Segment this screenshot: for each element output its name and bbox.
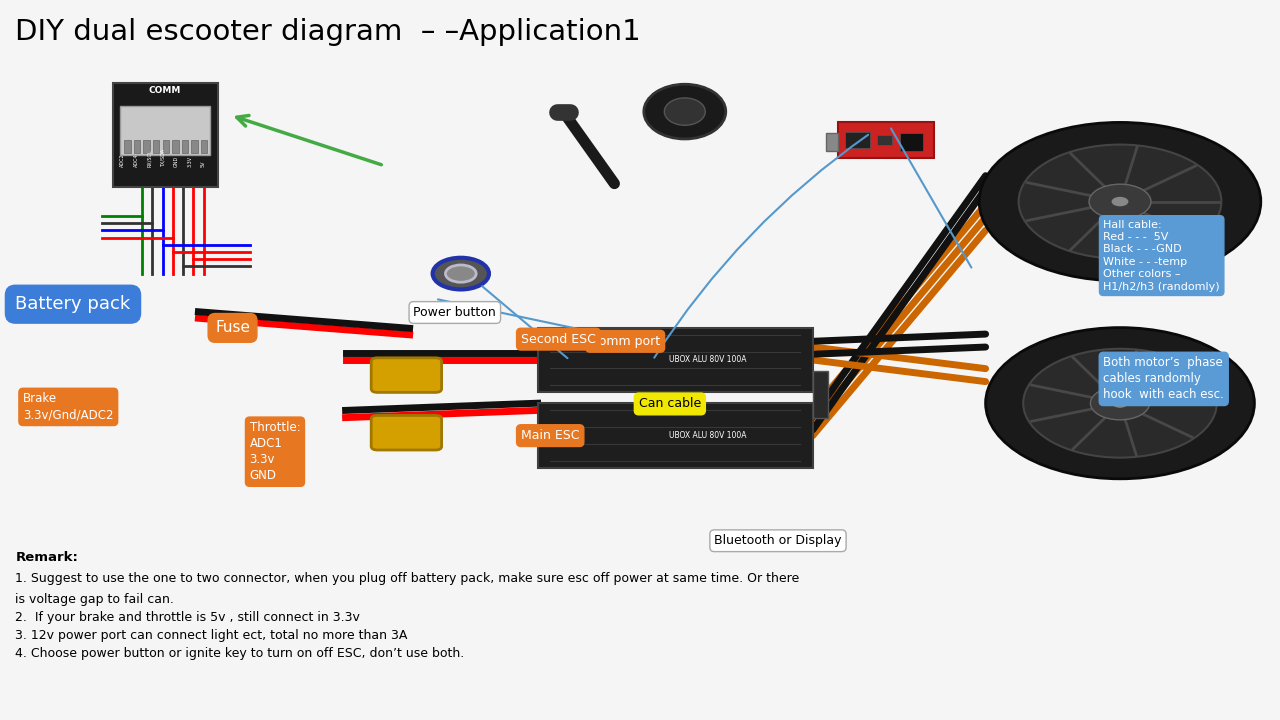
Text: Power button: Power button: [413, 306, 497, 319]
Text: GND: GND: [174, 156, 179, 167]
Circle shape: [1023, 348, 1217, 458]
Circle shape: [1019, 145, 1221, 258]
FancyBboxPatch shape: [192, 140, 197, 153]
Ellipse shape: [644, 84, 726, 139]
FancyBboxPatch shape: [182, 140, 188, 153]
FancyBboxPatch shape: [838, 122, 934, 158]
Text: 4. Choose power button or ignite key to turn on off ESC, don’t use both.: 4. Choose power button or ignite key to …: [15, 647, 465, 660]
Text: ADC4: ADC4: [134, 153, 138, 167]
Circle shape: [1089, 184, 1151, 219]
Text: DIY dual escooter diagram  – –Application1: DIY dual escooter diagram – –Application…: [15, 18, 641, 46]
FancyBboxPatch shape: [371, 358, 442, 392]
Text: Fuse: Fuse: [215, 320, 250, 336]
Text: 2.  If your brake and throttle is 5v , still connect in 3.3v: 2. If your brake and throttle is 5v , st…: [15, 611, 360, 624]
Text: 1. Suggest to use the one to two connector, when you plug off battery pack, make: 1. Suggest to use the one to two connect…: [15, 572, 800, 585]
Text: Main ESC: Main ESC: [521, 429, 580, 442]
Circle shape: [1112, 399, 1128, 408]
Text: TX/SDA: TX/SDA: [161, 149, 165, 167]
Text: Comm port: Comm port: [590, 335, 660, 348]
FancyBboxPatch shape: [826, 133, 838, 151]
FancyBboxPatch shape: [201, 140, 207, 153]
Text: Throttle:
ADC1
3.3v
GND: Throttle: ADC1 3.3v GND: [250, 421, 301, 482]
FancyBboxPatch shape: [845, 132, 870, 148]
FancyBboxPatch shape: [900, 133, 923, 151]
Circle shape: [445, 265, 476, 282]
FancyBboxPatch shape: [538, 328, 813, 392]
Ellipse shape: [664, 98, 705, 125]
Text: 3. 12v power port can connect light ect, total no more than 3A: 3. 12v power port can connect light ect,…: [15, 629, 408, 642]
Text: UBOX ALU 80V 100A: UBOX ALU 80V 100A: [669, 431, 748, 440]
Text: UBOX ALU 80V 100A: UBOX ALU 80V 100A: [669, 356, 748, 364]
FancyBboxPatch shape: [172, 140, 178, 153]
FancyBboxPatch shape: [538, 403, 813, 468]
Text: Remark:: Remark:: [15, 551, 78, 564]
FancyBboxPatch shape: [113, 83, 218, 187]
FancyBboxPatch shape: [371, 415, 442, 450]
FancyBboxPatch shape: [124, 140, 131, 153]
FancyBboxPatch shape: [163, 140, 169, 153]
Text: Second ESC: Second ESC: [521, 333, 595, 346]
Text: Can cable: Can cable: [639, 397, 701, 410]
Text: Hall cable:
Red - - -  5V
Black - - -GND
White - - -temp
Other colors –
H1/h2/h3: Hall cable: Red - - - 5V Black - - -GND …: [1103, 220, 1220, 292]
Text: 5V: 5V: [201, 161, 206, 167]
Text: Bluetooth or Display: Bluetooth or Display: [714, 534, 842, 547]
Text: Brake
3.3v/Gnd/ADC2: Brake 3.3v/Gnd/ADC2: [23, 392, 114, 421]
Text: is voltage gap to fail can.: is voltage gap to fail can.: [15, 593, 174, 606]
Text: ADC2: ADC2: [120, 153, 125, 167]
Circle shape: [986, 328, 1254, 479]
FancyBboxPatch shape: [143, 140, 150, 153]
Text: RX/SCL: RX/SCL: [147, 150, 152, 167]
FancyBboxPatch shape: [154, 140, 160, 153]
FancyBboxPatch shape: [813, 371, 828, 418]
Text: 3.3V: 3.3V: [188, 156, 192, 167]
FancyBboxPatch shape: [120, 106, 210, 155]
Circle shape: [433, 258, 489, 289]
Circle shape: [1111, 197, 1129, 207]
Text: Both motor’s  phase
cables randomly
hook  with each esc.: Both motor’s phase cables randomly hook …: [1103, 356, 1224, 401]
Text: Battery pack: Battery pack: [15, 295, 131, 313]
Circle shape: [1091, 387, 1149, 420]
Circle shape: [979, 122, 1261, 281]
Text: COMM: COMM: [148, 86, 182, 95]
FancyBboxPatch shape: [133, 140, 140, 153]
FancyBboxPatch shape: [877, 135, 892, 145]
